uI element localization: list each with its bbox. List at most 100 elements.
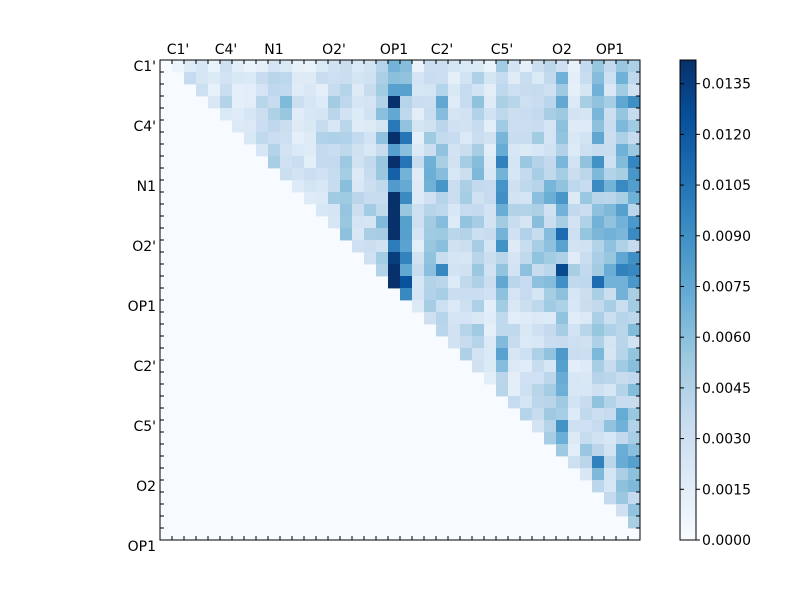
heatmap-cell <box>628 384 641 397</box>
heatmap-cell <box>568 156 581 169</box>
heatmap-cell <box>484 120 497 133</box>
heatmap-cell <box>592 204 605 217</box>
heatmap-cell <box>388 264 401 277</box>
heatmap-cell <box>448 204 461 217</box>
heatmap-cell <box>280 120 293 133</box>
heatmap-cell <box>376 96 389 109</box>
heatmap-cell <box>544 108 557 121</box>
heatmap-cell <box>352 84 365 97</box>
heatmap-cell <box>496 384 509 397</box>
heatmap-cell <box>316 204 329 217</box>
y-tick-label: O2' <box>132 239 156 255</box>
heatmap-cell <box>268 156 281 169</box>
heatmap-cell <box>592 240 605 253</box>
heatmap-cell <box>628 432 641 445</box>
heatmap-cell <box>220 96 233 109</box>
colorbar-tick-label: 0.0075 <box>702 279 751 295</box>
heatmap-cell <box>448 252 461 265</box>
heatmap-cell <box>556 432 569 445</box>
heatmap-cell <box>616 420 629 433</box>
heatmap-cell <box>496 276 509 289</box>
heatmap-cell <box>520 156 533 169</box>
heatmap-cell <box>232 72 245 85</box>
heatmap-cell <box>544 156 557 169</box>
heatmap-cell <box>592 420 605 433</box>
heatmap-cell <box>628 324 641 337</box>
heatmap-cell <box>400 132 413 145</box>
heatmap-cell <box>316 156 329 169</box>
heatmap-cell <box>424 84 437 97</box>
heatmap-cell <box>496 336 509 349</box>
heatmap-cell <box>628 372 641 385</box>
x-tick-label: C2' <box>431 42 454 58</box>
heatmap-cell <box>568 264 581 277</box>
heatmap-cell <box>388 168 401 181</box>
colorbar-tick-label: 0.0135 <box>702 77 751 93</box>
heatmap-cell <box>448 324 461 337</box>
heatmap-cell <box>628 204 641 217</box>
heatmap-cell <box>376 264 389 277</box>
heatmap-cell <box>580 336 593 349</box>
heatmap-cell <box>484 84 497 97</box>
heatmap-cell <box>340 132 353 145</box>
x-tick-label: O2 <box>552 42 572 58</box>
heatmap-cell <box>544 72 557 85</box>
heatmap-cell <box>376 228 389 241</box>
heatmap-cell <box>460 204 473 217</box>
heatmap-cell <box>292 144 305 157</box>
colorbar-tick-label: 0.0090 <box>702 229 751 245</box>
heatmap-cell <box>412 168 425 181</box>
heatmap-cell <box>604 336 617 349</box>
heatmap-cell <box>520 324 533 337</box>
heatmap-cell <box>496 300 509 313</box>
heatmap-cell <box>376 168 389 181</box>
heatmap-cell <box>472 240 485 253</box>
heatmap-cell <box>580 456 593 469</box>
heatmap-cell <box>556 336 569 349</box>
heatmap-cell <box>580 300 593 313</box>
heatmap-cell <box>532 192 545 205</box>
heatmap-cell <box>568 120 581 133</box>
heatmap-cell <box>616 336 629 349</box>
heatmap-cell <box>484 96 497 109</box>
heatmap-cell <box>556 204 569 217</box>
heatmap-cell <box>508 132 521 145</box>
heatmap-cell <box>532 336 545 349</box>
heatmap-cell <box>316 84 329 97</box>
heatmap-cell <box>412 108 425 121</box>
heatmap-cell <box>568 180 581 193</box>
heatmap-cell <box>592 312 605 325</box>
heatmap-cell <box>400 84 413 97</box>
heatmap-cell <box>460 300 473 313</box>
heatmap-cell <box>448 240 461 253</box>
heatmap-cell <box>628 312 641 325</box>
heatmap-cell <box>616 492 629 505</box>
heatmap-cell <box>436 300 449 313</box>
heatmap-cell <box>508 96 521 109</box>
heatmap-cell <box>508 108 521 121</box>
heatmap-cell <box>568 420 581 433</box>
heatmap-cell <box>520 144 533 157</box>
heatmap-cell <box>388 84 401 97</box>
heatmap-cell <box>364 240 377 253</box>
heatmap-cell <box>412 300 425 313</box>
heatmap-cell <box>448 192 461 205</box>
heatmap-cell <box>436 192 449 205</box>
heatmap-cell <box>508 192 521 205</box>
heatmap-cell <box>232 96 245 109</box>
heatmap-cell <box>604 468 617 481</box>
heatmap-cell <box>568 396 581 409</box>
heatmap-cell <box>304 192 317 205</box>
heatmap-cell <box>532 408 545 421</box>
heatmap-cell <box>304 60 317 73</box>
heatmap-cell <box>484 240 497 253</box>
heatmap-cell <box>520 240 533 253</box>
heatmap-cell <box>388 240 401 253</box>
heatmap-cell <box>400 108 413 121</box>
heatmap-cell <box>532 84 545 97</box>
heatmap-cell <box>628 444 641 457</box>
heatmap-cell <box>436 216 449 229</box>
heatmap-cell <box>496 216 509 229</box>
heatmap-cell <box>556 288 569 301</box>
x-tick-label: O2' <box>322 42 346 58</box>
